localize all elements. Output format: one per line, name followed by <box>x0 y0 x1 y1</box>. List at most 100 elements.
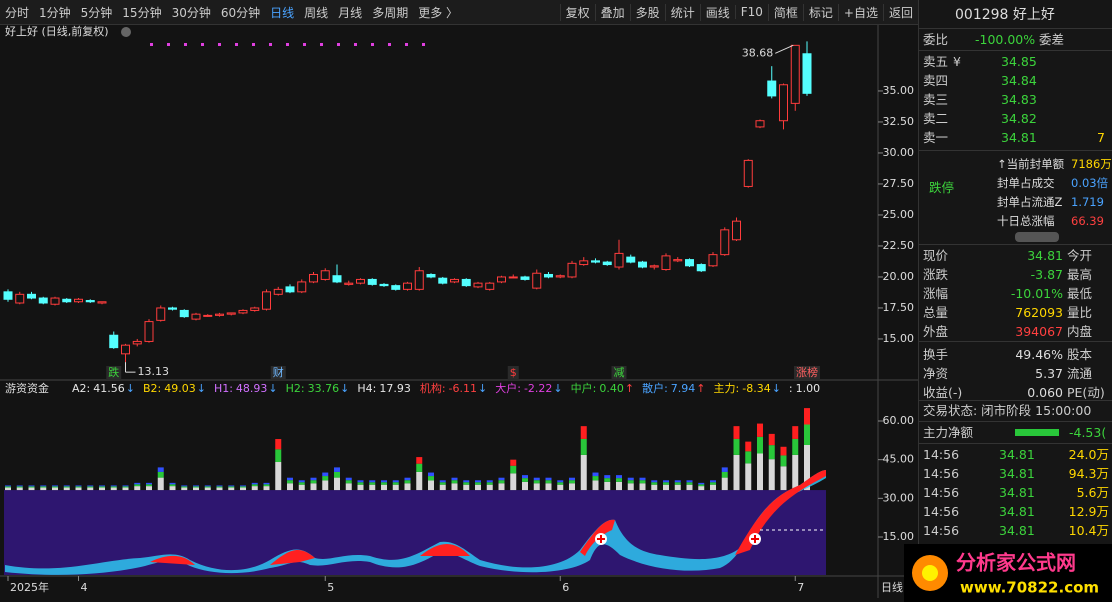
tool-button[interactable]: 复权 <box>559 3 595 21</box>
tool-button[interactable]: +自选 <box>837 3 883 21</box>
tool-button[interactable]: 标记 <box>802 3 838 21</box>
ask-label: 卖二 <box>923 111 949 126</box>
ask-volume: 7 <box>1097 130 1105 145</box>
period-tab[interactable]: 日线 <box>270 5 295 20</box>
tool-button[interactable]: 简框 <box>767 3 803 21</box>
ask-row: 卖五 ¥34.85 <box>919 52 1112 71</box>
tool-button[interactable]: F10 <box>734 5 768 19</box>
candle-body <box>144 321 154 342</box>
period-tab[interactable]: 更多 〉 <box>418 5 459 20</box>
candle-body <box>320 270 330 280</box>
flow-bar-white <box>416 471 423 491</box>
period-tab[interactable]: 月线 <box>338 5 363 20</box>
flow-bar-white <box>110 487 117 491</box>
stat-row: 换手 49.46% 股本 <box>919 345 1112 364</box>
flow-bar-red <box>322 472 329 477</box>
flow-bar <box>287 477 293 491</box>
flow-bar <box>616 475 622 491</box>
candle-body <box>802 53 812 94</box>
flow-bar <box>334 467 340 491</box>
stat-label: 净资 <box>923 366 949 381</box>
candle-body <box>132 340 142 345</box>
tool-button[interactable]: 统计 <box>664 3 700 21</box>
candle-body <box>450 278 459 283</box>
period-tab[interactable]: 分时 <box>5 5 30 20</box>
watermark-url: www.70822.com <box>960 579 1099 597</box>
candle-body <box>732 220 741 241</box>
y-tick-label: 60.00 <box>883 414 915 427</box>
flow-bar <box>169 482 176 491</box>
legend-arrow: ↑ <box>625 382 634 395</box>
flow-bar <box>804 408 810 491</box>
flow-bar-white <box>322 480 329 491</box>
flow-bar-green <box>545 480 552 484</box>
event-marker-bg <box>106 366 122 380</box>
flow-bar <box>204 485 211 491</box>
flow-bar-green <box>357 482 364 485</box>
candle-body <box>179 309 189 318</box>
tick-time: 14:56 <box>923 466 960 481</box>
tool-button[interactable]: 画线 <box>699 3 735 21</box>
flow-bar <box>663 480 669 491</box>
tick-row: 14:56 34.81 24.0万 <box>919 445 1112 464</box>
flow-bar <box>757 423 763 491</box>
stat-label-2: 内盘 <box>1067 324 1093 339</box>
flow-bar <box>733 426 740 491</box>
tool-button[interactable]: 多股 <box>629 3 665 21</box>
period-tab[interactable]: 15分钟 <box>122 5 162 20</box>
event-marker: 减 <box>614 366 625 379</box>
collapse-button[interactable] <box>1015 232 1059 242</box>
flow-bar-white <box>157 477 164 491</box>
period-tab[interactable]: 周线 <box>304 5 329 20</box>
candle-body <box>238 309 248 314</box>
flow-bar <box>439 480 446 491</box>
code-header: 001298 好上好 <box>919 6 1112 25</box>
flow-bar-white <box>627 483 634 491</box>
candle-body <box>708 254 718 267</box>
period-tab[interactable]: 5分钟 <box>80 5 113 20</box>
title-dropdown[interactable] <box>121 27 131 37</box>
legend-name: 大户: <box>495 381 521 395</box>
candle-body <box>273 288 283 295</box>
flow-bar-red <box>710 480 716 483</box>
signal-dot <box>303 43 306 46</box>
candle-body <box>297 281 307 293</box>
stat-value: 5.37 <box>1035 366 1063 381</box>
period-tab[interactable]: 30分钟 <box>171 5 211 20</box>
stat-row: 涨幅 -10.01% 最低 <box>919 284 1112 303</box>
tool-button[interactable]: 叠加 <box>594 3 630 21</box>
tool-button[interactable]: 返回 <box>882 3 918 21</box>
flow-bar-green <box>616 478 622 482</box>
stat-label: 涨跌 <box>923 267 949 282</box>
flow-bar-green <box>804 424 810 445</box>
flow-bar-green <box>369 482 376 485</box>
flow-bar-red <box>592 472 599 477</box>
flow-bar-white <box>392 484 399 491</box>
tick-price: 34.81 <box>999 447 1035 462</box>
period-tab[interactable]: 多周期 <box>372 5 409 20</box>
separator <box>919 150 1112 151</box>
flow-bar-red <box>616 475 622 479</box>
candle-body <box>555 275 565 278</box>
flow-bar-red <box>674 480 681 483</box>
ask-label: 卖一 <box>923 130 949 145</box>
tick-time: 14:56 <box>923 504 960 519</box>
ask-row: 卖二 34.82 <box>919 109 1112 128</box>
legend-value: -6.11 <box>449 382 477 395</box>
period-tab[interactable]: 1分钟 <box>39 5 71 20</box>
y-tick-label: 30.00 <box>883 491 915 504</box>
flow-bar-red <box>99 485 105 487</box>
flow-bar-white <box>287 483 293 491</box>
flow-bar-red <box>416 457 423 464</box>
signal-dot <box>286 43 289 46</box>
candle-body <box>461 278 471 287</box>
flow-bar-white <box>193 487 199 491</box>
flow-bar-white <box>557 484 564 491</box>
flow-bar <box>592 472 599 491</box>
candle-body <box>508 276 518 279</box>
period-tab[interactable]: 60分钟 <box>220 5 261 20</box>
signal-dot <box>354 43 357 46</box>
flow-bar-green <box>686 482 693 485</box>
status-row: 交易状态: 闭市阶段 15:00:00 <box>919 401 1112 420</box>
flow-bar-green <box>134 484 141 487</box>
